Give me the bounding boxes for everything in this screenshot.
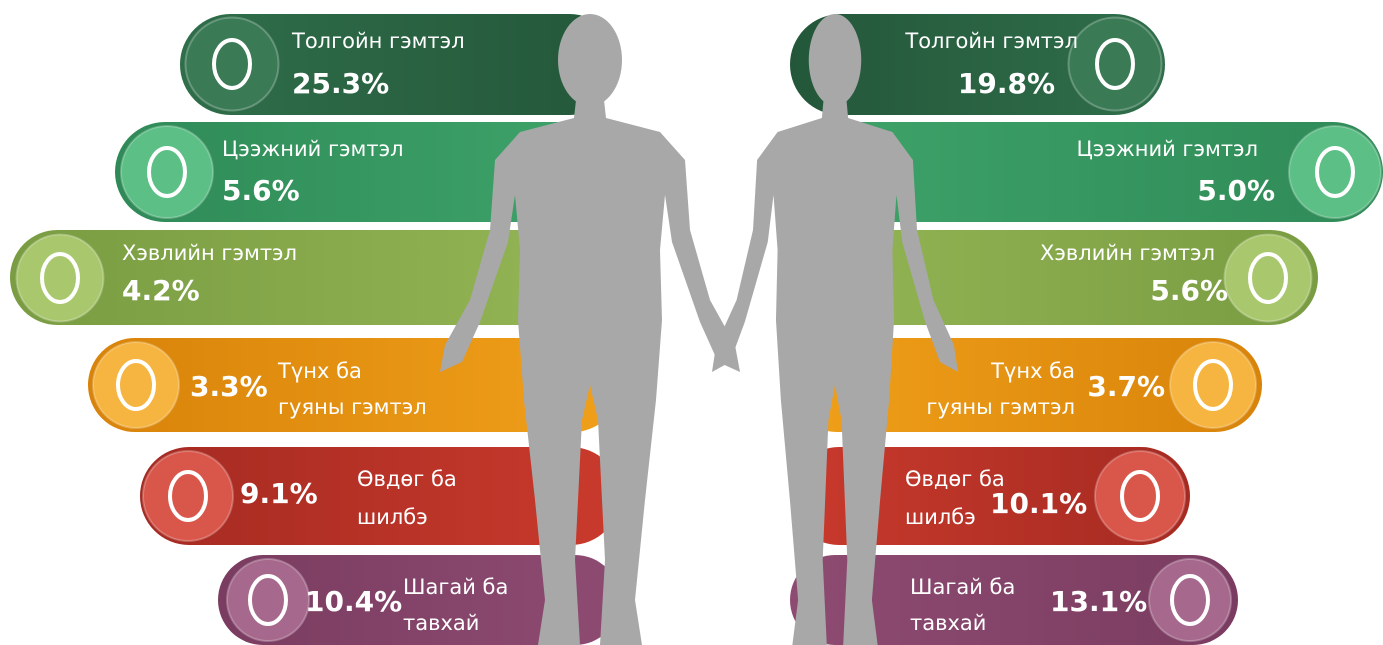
band xyxy=(790,14,1165,115)
icon xyxy=(116,359,156,411)
icon xyxy=(1170,574,1210,626)
icon-circle xyxy=(142,450,234,542)
value: 25.3% xyxy=(292,67,389,100)
icon xyxy=(1193,359,1233,411)
label: тавхай xyxy=(910,611,986,635)
value: 4.2% xyxy=(122,274,200,307)
silhouette-head xyxy=(558,14,622,106)
label: Толгойн гэмтэл xyxy=(291,29,465,53)
icon-circle xyxy=(226,558,310,642)
icon-circle xyxy=(1288,125,1382,219)
silhouette-head xyxy=(808,14,862,106)
label: Хэвлийн гэмтэл xyxy=(1040,241,1215,265)
label: гуяны гэмтэл xyxy=(278,395,427,419)
label: Шагай ба xyxy=(403,575,508,599)
value: 19.8% xyxy=(958,67,1055,100)
icon xyxy=(1315,146,1355,198)
icon-circle xyxy=(1067,16,1163,112)
label: Цээжний гэмтэл xyxy=(222,137,404,161)
band xyxy=(88,338,620,432)
icon-circle xyxy=(184,16,280,112)
band xyxy=(10,230,620,325)
label: Хэвлийн гэмтэл xyxy=(122,241,297,265)
band xyxy=(140,447,620,545)
icon xyxy=(1120,470,1160,522)
icon-circle xyxy=(1148,558,1232,642)
label: шилбэ xyxy=(905,505,976,529)
icon xyxy=(147,146,187,198)
band xyxy=(218,555,620,645)
icon xyxy=(168,470,208,522)
icon-circle xyxy=(1223,233,1313,323)
icon xyxy=(1095,38,1135,90)
label: Шагай ба xyxy=(910,575,1015,599)
silhouette-body xyxy=(440,100,740,645)
band xyxy=(790,555,1238,645)
value: 5.6% xyxy=(222,174,300,207)
icon xyxy=(248,574,288,626)
band xyxy=(180,14,620,115)
value: 9.1% xyxy=(240,477,318,510)
icon-circle xyxy=(15,233,105,323)
value: 5.6% xyxy=(1150,274,1228,307)
value: 3.7% xyxy=(1087,370,1165,403)
icon-circle xyxy=(120,125,214,219)
value: 3.3% xyxy=(190,370,268,403)
label: Өвдөг ба xyxy=(905,467,1005,491)
label: Түнх ба xyxy=(277,359,362,383)
value: 13.1% xyxy=(1050,585,1147,618)
label: Цээжний гэмтэл xyxy=(1076,137,1258,161)
icon xyxy=(212,38,252,90)
icon xyxy=(1248,252,1288,304)
silhouette-body xyxy=(712,100,958,645)
value: 10.1% xyxy=(990,487,1087,520)
band xyxy=(790,447,1190,545)
icon-circle xyxy=(1094,450,1186,542)
band xyxy=(790,122,1383,222)
label: тавхай xyxy=(403,611,479,635)
icon xyxy=(40,252,80,304)
label: Толгойн гэмтэл xyxy=(904,29,1078,53)
label: Өвдөг ба xyxy=(357,467,457,491)
icon-circle xyxy=(1169,341,1257,429)
label: гуяны гэмтэл xyxy=(926,395,1075,419)
value: 10.4% xyxy=(305,585,402,618)
value: 5.0% xyxy=(1197,174,1275,207)
icon-circle xyxy=(92,341,180,429)
label: шилбэ xyxy=(357,505,428,529)
band xyxy=(790,338,1262,432)
label: Түнх ба xyxy=(990,359,1075,383)
